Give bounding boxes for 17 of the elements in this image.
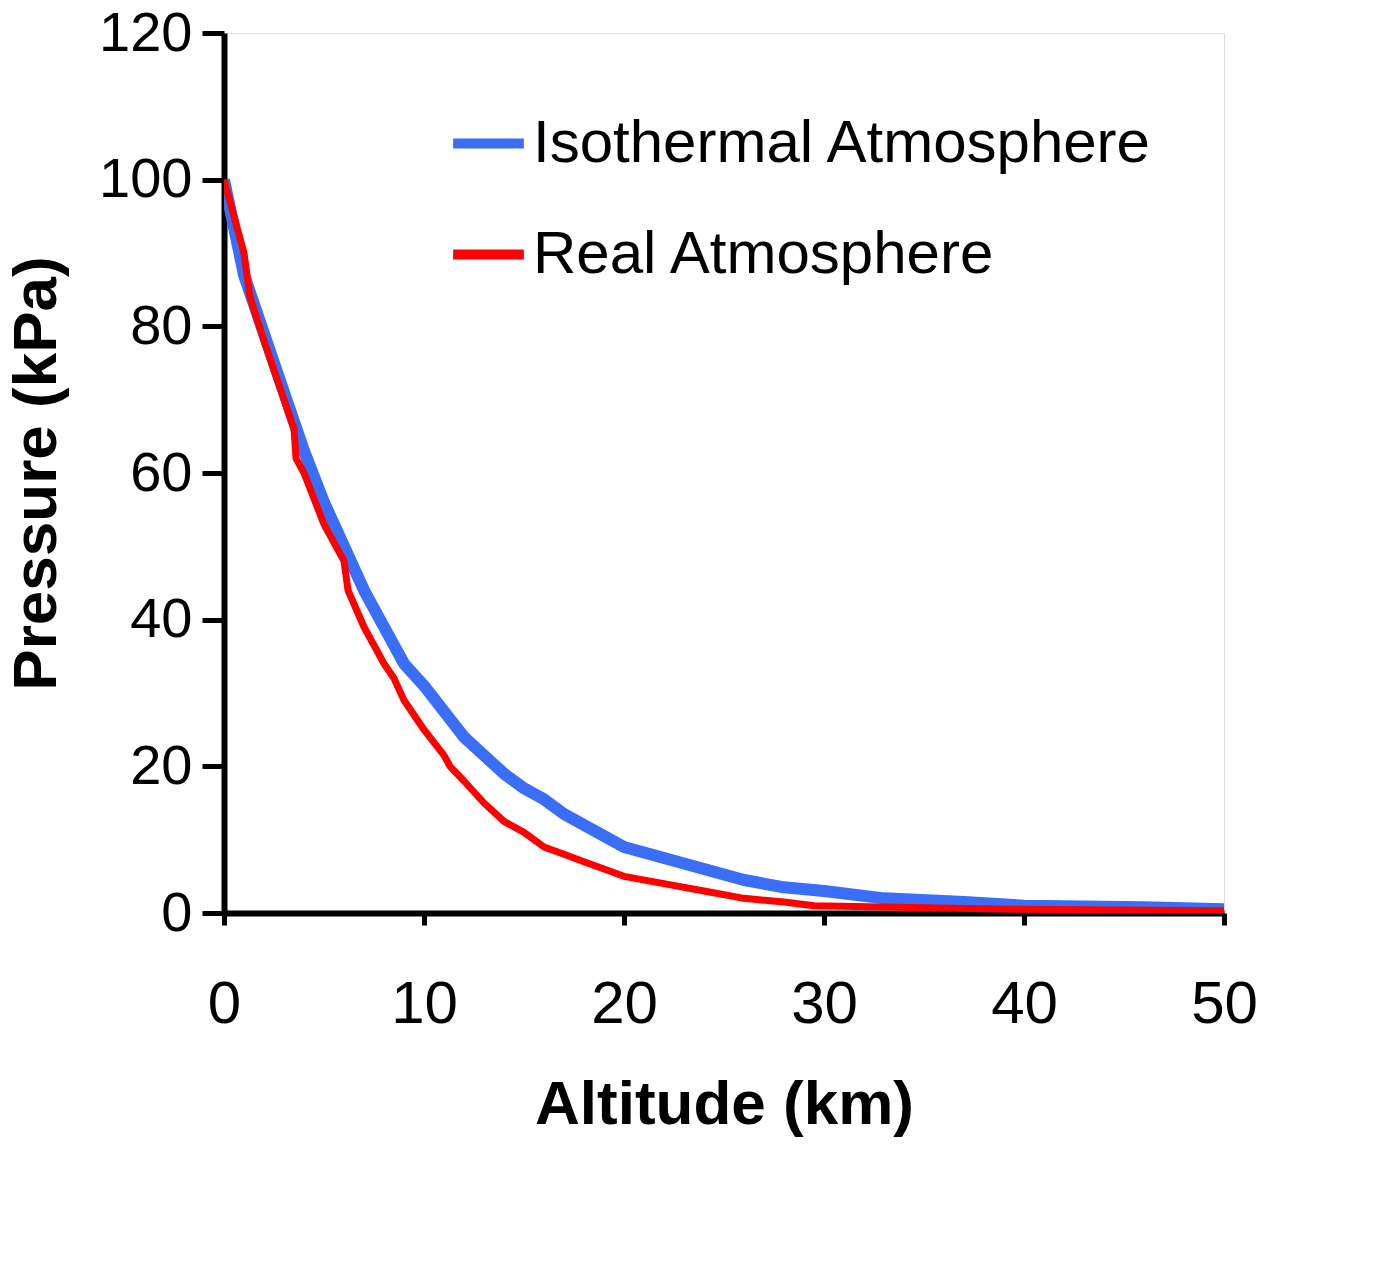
legend-label: Real Atmosphere xyxy=(533,218,994,286)
x-axis-title: Altitude (km) xyxy=(535,1067,914,1137)
y-tick-label: 100 xyxy=(99,146,193,210)
x-tick-label: 50 xyxy=(1191,968,1258,1036)
y-tick-label: 60 xyxy=(130,439,193,503)
y-tick-label: 0 xyxy=(161,879,193,943)
y-tick-label: 80 xyxy=(130,292,193,356)
y-axis-title: Pressure (kPa) xyxy=(0,256,70,691)
x-tick-label: 10 xyxy=(391,968,458,1036)
y-tick-label: 20 xyxy=(130,732,193,796)
x-tick-label: 30 xyxy=(791,968,858,1036)
x-tick-label: 0 xyxy=(207,968,242,1036)
y-tick-label: 40 xyxy=(130,586,193,650)
x-tick-label: 20 xyxy=(591,968,658,1036)
x-tick-label: 40 xyxy=(991,968,1058,1036)
y-tick-label: 120 xyxy=(99,0,193,63)
legend-label: Isothermal Atmosphere xyxy=(533,107,1150,175)
